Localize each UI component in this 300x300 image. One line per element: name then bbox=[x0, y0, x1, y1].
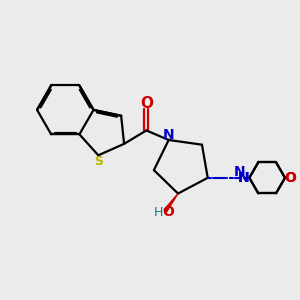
Text: S: S bbox=[94, 155, 103, 168]
Text: N: N bbox=[238, 171, 250, 185]
Text: N: N bbox=[163, 128, 175, 142]
Text: N: N bbox=[234, 166, 245, 179]
Text: N: N bbox=[238, 171, 250, 185]
Text: O: O bbox=[140, 96, 153, 111]
Text: H: H bbox=[154, 206, 164, 219]
Text: O: O bbox=[284, 171, 296, 185]
Polygon shape bbox=[164, 194, 178, 212]
Text: O: O bbox=[284, 171, 296, 185]
Text: O: O bbox=[162, 205, 174, 219]
